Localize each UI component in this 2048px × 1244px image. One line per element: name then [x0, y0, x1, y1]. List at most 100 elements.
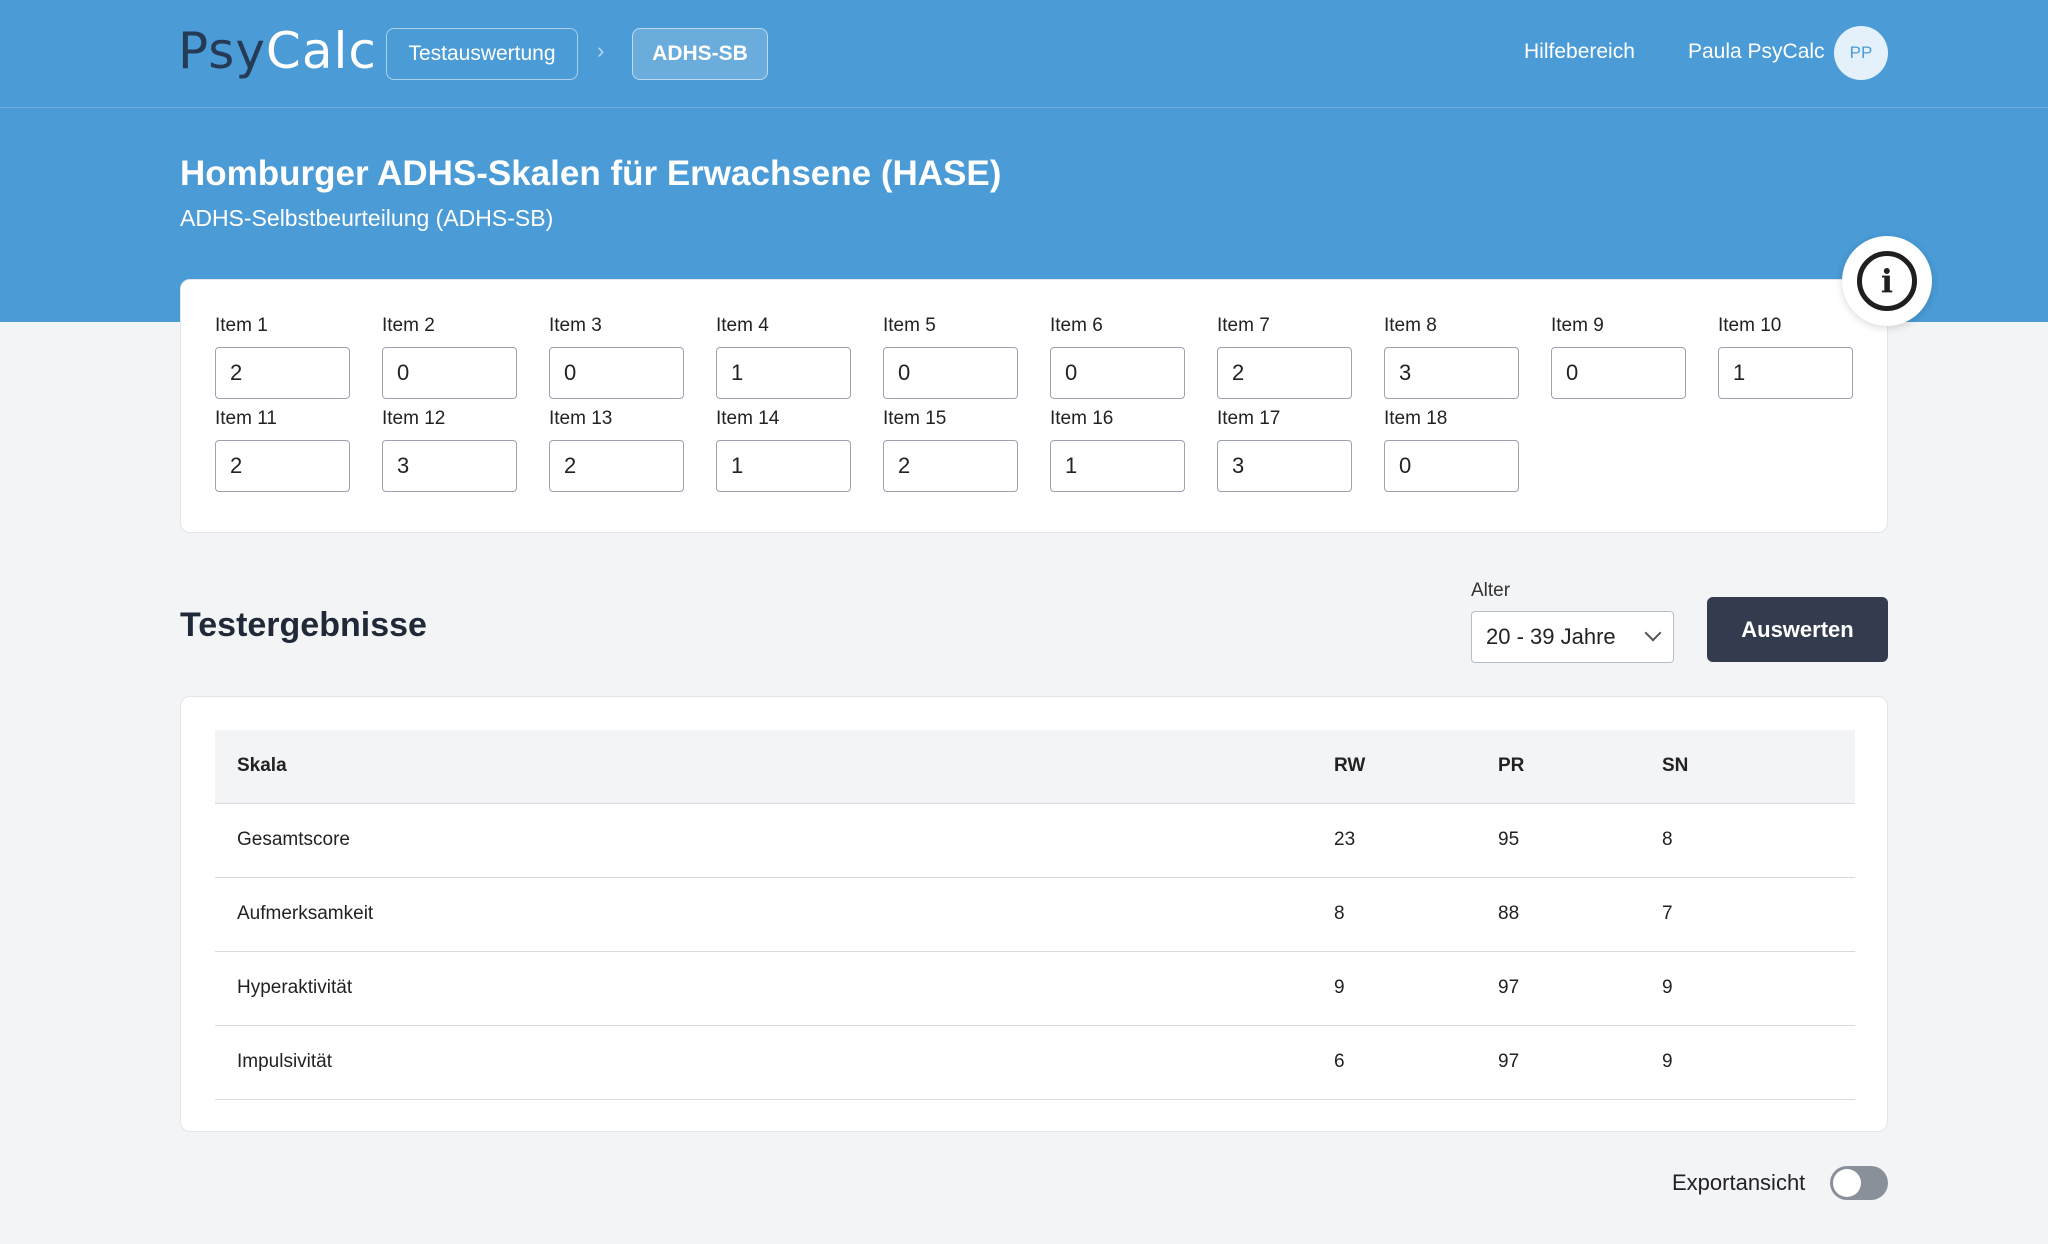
item-label: Item 6	[1050, 315, 1103, 336]
breadcrumb-testauswertung[interactable]: Testauswertung	[386, 28, 578, 80]
item-label: Item 12	[382, 408, 446, 429]
item-input[interactable]	[1217, 347, 1352, 399]
item-field: Item 2	[382, 315, 517, 399]
item-label: Item 11	[215, 408, 277, 429]
results-table: Skala RW PR SN Gesamtscore 23 95 8 Aufmerksa…	[215, 730, 1855, 1100]
toggle-knob	[1833, 1169, 1861, 1197]
item-input[interactable]	[1384, 440, 1519, 492]
item-field: Item 14	[716, 408, 851, 492]
item-label: Item 16	[1050, 408, 1114, 429]
table-cell: Impulsivität	[215, 1025, 1312, 1100]
item-label: Item 1	[215, 315, 268, 336]
breadcrumb-separator-icon: ›	[597, 38, 605, 63]
item-input[interactable]	[382, 440, 517, 492]
item-input[interactable]	[1050, 347, 1185, 399]
item-field: Item 18	[1384, 408, 1519, 492]
table-row: Aufmerksamkeit 8 88 7	[215, 877, 1855, 952]
item-field: Item 15	[883, 408, 1018, 492]
item-label: Item 17	[1217, 408, 1281, 429]
item-field: Item 16	[1050, 408, 1185, 492]
item-label: Item 13	[549, 408, 613, 429]
table-cell: 88	[1476, 877, 1640, 952]
item-field: Item 17	[1217, 408, 1352, 492]
table-cell: 95	[1476, 803, 1640, 878]
export-label: Exportansicht	[1672, 1170, 1806, 1195]
item-label: Item 10	[1718, 315, 1782, 336]
item-field: Item 13	[549, 408, 684, 492]
item-input[interactable]	[1384, 347, 1519, 399]
item-input[interactable]	[215, 347, 350, 399]
item-field: Item 9	[1551, 315, 1686, 399]
table-cell: 8	[1312, 877, 1476, 952]
export-toggle[interactable]	[1830, 1166, 1888, 1200]
item-label: Item 15	[883, 408, 947, 429]
item-label: Item 14	[716, 408, 780, 429]
age-label: Alter	[1471, 580, 1511, 601]
results-card: Skala RW PR SN Gesamtscore 23 95 8 Aufmerksa…	[180, 696, 1888, 1132]
user-name[interactable]: Paula PsyCalc	[1688, 40, 1825, 63]
item-field: Item 5	[883, 315, 1018, 399]
item-field: Item 7	[1217, 315, 1352, 399]
table-cell: 9	[1640, 951, 1855, 1026]
item-input[interactable]	[382, 347, 517, 399]
table-header-row: Skala RW PR SN	[215, 730, 1855, 804]
help-link[interactable]: Hilfebereich	[1524, 40, 1635, 63]
table-cell: 9	[1312, 951, 1476, 1026]
table-cell: 97	[1476, 1025, 1640, 1100]
breadcrumb-adhs-sb[interactable]: ADHS-SB	[632, 28, 768, 80]
chevron-down-icon	[1644, 624, 1662, 642]
table-cell: Aufmerksamkeit	[215, 877, 1312, 952]
column-header-rw: RW	[1312, 730, 1476, 804]
info-icon: i	[1857, 251, 1917, 311]
item-field: Item 10	[1718, 315, 1853, 399]
item-input[interactable]	[1050, 440, 1185, 492]
item-label: Item 18	[1384, 408, 1448, 429]
table-row: Hyperaktivität 9 97 9	[215, 951, 1855, 1026]
results-title: Testergebnisse	[180, 606, 427, 644]
item-field: Item 3	[549, 315, 684, 399]
item-field: Item 6	[1050, 315, 1185, 399]
page-title: Homburger ADHS-Skalen für Erwachsene (HA…	[180, 154, 1002, 193]
item-label: Item 9	[1551, 315, 1604, 336]
avatar[interactable]: PP	[1834, 26, 1888, 80]
table-cell: 8	[1640, 803, 1855, 878]
evaluate-button[interactable]: Auswerten	[1707, 597, 1888, 662]
item-label: Item 3	[549, 315, 602, 336]
table-cell: 97	[1476, 951, 1640, 1026]
table-cell: 6	[1312, 1025, 1476, 1100]
items-card: Item 1 Item 2 Item 3 Item 4 Item 5 Item 6 Item…	[180, 279, 1888, 533]
item-input[interactable]	[549, 440, 684, 492]
column-header-sn: SN	[1640, 730, 1855, 804]
item-field: Item 4	[716, 315, 851, 399]
table-cell: 7	[1640, 877, 1855, 952]
psycalc-logo[interactable]: PsyCalc	[178, 22, 377, 80]
age-select[interactable]: 20 - 39 Jahre	[1471, 611, 1674, 663]
item-label: Item 2	[382, 315, 435, 336]
item-input[interactable]	[883, 347, 1018, 399]
item-input[interactable]	[716, 347, 851, 399]
item-label: Item 5	[883, 315, 936, 336]
item-label: Item 4	[716, 315, 769, 336]
column-header-pr: PR	[1476, 730, 1640, 804]
item-input[interactable]	[716, 440, 851, 492]
item-field: Item 12	[382, 408, 517, 492]
table-cell: Gesamtscore	[215, 803, 1312, 878]
item-input[interactable]	[215, 440, 350, 492]
item-field: Item 11	[215, 408, 350, 492]
item-input[interactable]	[883, 440, 1018, 492]
table-row: Impulsivität 6 97 9	[215, 1025, 1855, 1100]
item-input[interactable]	[1718, 347, 1853, 399]
item-input[interactable]	[1551, 347, 1686, 399]
info-button[interactable]: i	[1842, 236, 1932, 326]
table-cell: 9	[1640, 1025, 1855, 1100]
item-input[interactable]	[1217, 440, 1352, 492]
page-subtitle: ADHS-Selbstbeurteilung (ADHS-SB)	[180, 205, 554, 231]
table-cell: 23	[1312, 803, 1476, 878]
item-field: Item 8	[1384, 315, 1519, 399]
item-input[interactable]	[549, 347, 684, 399]
table-cell: Hyperaktivität	[215, 951, 1312, 1026]
item-label: Item 8	[1384, 315, 1437, 336]
item-label: Item 7	[1217, 315, 1270, 336]
table-row: Gesamtscore 23 95 8	[215, 803, 1855, 878]
item-field: Item 1	[215, 315, 350, 399]
